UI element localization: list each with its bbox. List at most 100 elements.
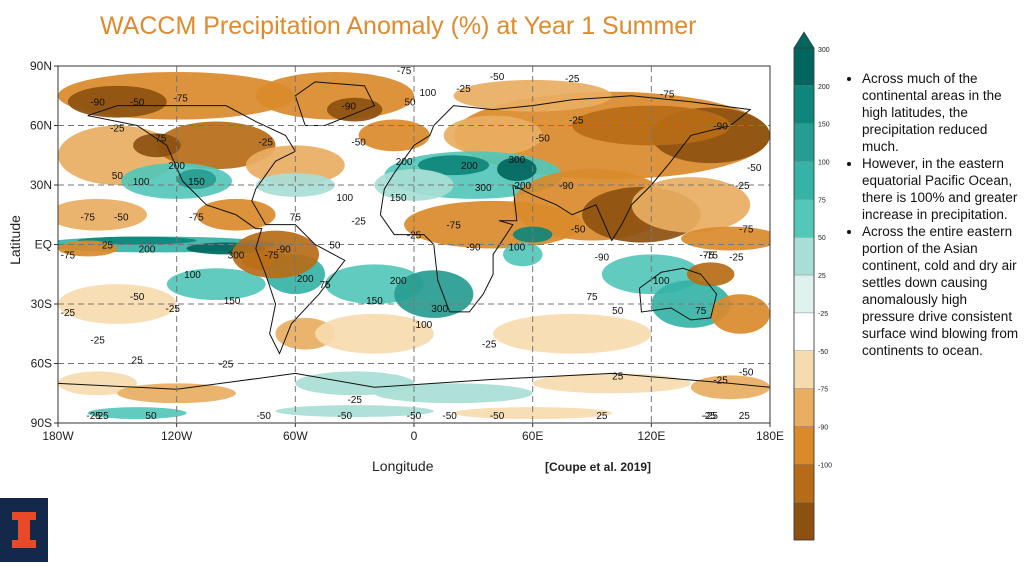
contour-label: 200 — [139, 244, 156, 255]
precipitation-map: -75-50 -25-90 -50 -75-9010050-25-75-90-2575… — [30, 59, 784, 443]
anomaly-region — [493, 313, 652, 354]
lon-tick-label: 120W — [161, 429, 193, 443]
coastline — [58, 372, 770, 390]
lat-tick-label: 30S — [31, 297, 52, 311]
lat-tick-label: 90N — [30, 59, 52, 73]
contour-label: -25 — [713, 375, 728, 386]
coastline — [87, 105, 346, 355]
colorbar-segment — [793, 274, 815, 314]
contour-label: -25 — [703, 411, 718, 422]
anomaly-region — [394, 270, 474, 318]
contour-label: -25 — [407, 231, 422, 242]
anomaly-region — [67, 85, 167, 118]
anomaly-region — [681, 226, 770, 251]
contour-label: 100 — [184, 270, 201, 281]
contour-label: -25 — [569, 116, 584, 127]
contour-label: -90 — [342, 102, 357, 113]
colorbar-label: -100 — [818, 462, 832, 469]
colorbar-segment — [793, 161, 815, 200]
colorbar-extension-arrow — [793, 31, 815, 49]
colorbar-label: 50 — [818, 235, 826, 242]
anomaly-region — [686, 262, 735, 287]
contour-label: -50 — [338, 411, 353, 422]
bullet-item-2: However, in the eastern equatorial Pacif… — [862, 155, 1022, 223]
contour-label: 300 — [228, 250, 245, 261]
colorbar-frame — [793, 47, 815, 541]
colorbar-label: 300 — [818, 47, 830, 54]
anomaly-region — [275, 405, 434, 418]
contour-label: -25 — [456, 84, 471, 95]
colorbar: 300 200 150 100 75 50 25 -25 -50 -75 -90 -100 — [790, 28, 850, 548]
contour-label: 100 — [416, 320, 433, 331]
anomaly-region — [77, 236, 197, 245]
colorbar-segment — [793, 85, 815, 124]
colorbar-segment — [793, 47, 815, 87]
contour-label: -75 — [61, 250, 76, 261]
contour-label: -90 — [595, 252, 610, 263]
contour-label: 150 — [390, 193, 407, 204]
colorbar-label: 200 — [818, 84, 830, 91]
contour-label: 150 — [188, 177, 205, 188]
contour-label: -50 — [442, 411, 457, 422]
lat-tick-label: 60S — [31, 357, 52, 371]
bullet-list: Across much of the continental areas in … — [840, 70, 1022, 359]
contour-label: 75 — [319, 280, 331, 291]
anomaly-region — [417, 155, 490, 176]
block-i-logo-icon — [12, 512, 36, 548]
contour-label: 100 — [420, 88, 437, 99]
contour-label: -25 — [735, 181, 750, 192]
colorbar-segment — [793, 199, 815, 238]
lon-tick-label: 0 — [411, 429, 418, 443]
contour-label: -75 — [264, 250, 279, 261]
contour-label: 200 — [461, 161, 478, 172]
contour-label: 75 — [155, 133, 167, 144]
contour-label: 25 — [612, 371, 624, 382]
contour-label: -50 — [351, 137, 366, 148]
contour-label: 200 — [396, 157, 413, 168]
contour-label: 100 — [133, 177, 150, 188]
contour-label: 50 — [145, 411, 157, 422]
contour-label: -25 — [110, 123, 125, 134]
contour-label: -25 — [482, 340, 497, 351]
map-panel: -75 -50 -25 -90 -50 -75 -90 100 50 -25 -75 -90 -25 75… — [6, 59, 784, 474]
contour-label: 300 — [509, 155, 526, 166]
anomaly-region — [133, 133, 181, 158]
contour-label: -25 — [86, 411, 101, 422]
contour-label: -75 — [699, 250, 714, 261]
lon-tick-label: 60E — [522, 429, 543, 443]
contour-label: -90 — [466, 242, 481, 253]
anomaly-region — [453, 79, 612, 112]
anomaly-region — [374, 383, 533, 404]
contour-label: -25 — [701, 411, 716, 422]
colorbar-label: 25 — [818, 273, 826, 280]
coastline — [294, 81, 376, 126]
contour-label: -50 — [535, 133, 550, 144]
anomaly-region — [358, 119, 430, 152]
contour-label: -75 — [446, 221, 461, 232]
contour-label: 75 — [290, 213, 302, 224]
anomaly-region — [156, 121, 276, 170]
slide-title: WACCM Precipitation Anomaly (%) at Year … — [100, 12, 697, 40]
contour-label: 200 — [390, 276, 407, 287]
colorbar-label: -75 — [818, 387, 828, 394]
lon-tick-label: 180W — [42, 429, 74, 443]
anomaly-region — [176, 169, 217, 189]
anomaly-region — [453, 407, 612, 420]
contour-label: -90 — [90, 98, 105, 109]
contour-label: -75 — [703, 250, 718, 261]
contour-label: -50 — [130, 292, 145, 303]
contour-label: -75 — [739, 225, 754, 236]
y-axis-title: Latitude — [6, 215, 23, 265]
contour-label: -25 — [219, 359, 234, 370]
contour-label: 150 — [366, 296, 383, 307]
colorbar-label: -25 — [818, 311, 828, 318]
anomaly-region — [245, 145, 345, 186]
contour-label: -50 — [256, 411, 271, 422]
contour-label: -50 — [747, 163, 762, 174]
colorbar-label: 100 — [818, 160, 830, 167]
contour-label: 75 — [695, 306, 707, 317]
contour-label: -50 — [739, 367, 754, 378]
colorbar-label: 150 — [818, 122, 830, 129]
x-axis-title: Longitude — [372, 458, 434, 474]
contour-label: -90 — [276, 244, 291, 255]
